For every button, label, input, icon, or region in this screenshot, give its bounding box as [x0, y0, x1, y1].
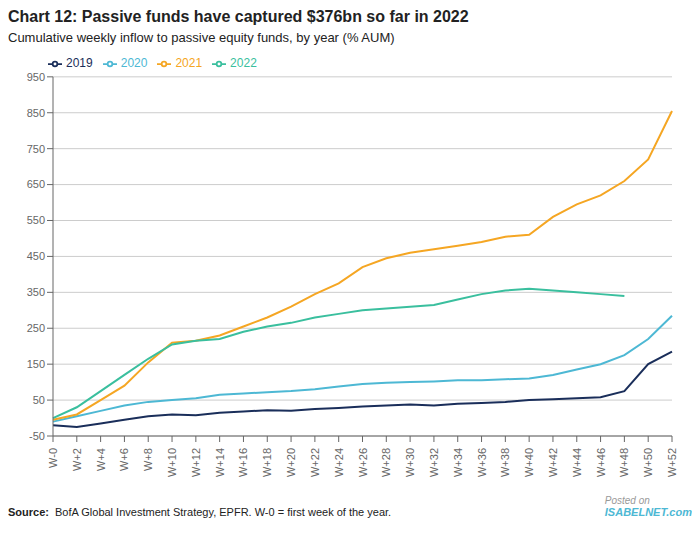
- svg-text:250: 250: [27, 322, 45, 334]
- svg-text:W+14: W+14: [214, 448, 226, 477]
- svg-text:W+42: W+42: [547, 448, 559, 477]
- svg-text:W+44: W+44: [571, 448, 583, 477]
- svg-text:W+38: W+38: [499, 448, 511, 477]
- svg-text:W+24: W+24: [333, 448, 345, 477]
- html-text:BofA Global Investment Strateg: BofA Global Investment Strategy, EPFR. W…: [55, 506, 392, 518]
- svg-text:W+30: W+30: [404, 448, 416, 477]
- svg-text:850: 850: [27, 107, 45, 119]
- svg-text:W+48: W+48: [618, 448, 630, 477]
- svg-text:W+50: W+50: [642, 448, 654, 477]
- html-text:Cumulative weekly inflow to pa: Cumulative weekly inflow to passive equi…: [8, 30, 395, 45]
- svg-text:W+34: W+34: [452, 448, 464, 477]
- html-text:Posted on: Posted on: [604, 495, 650, 506]
- svg-text:W+8: W+8: [142, 448, 154, 471]
- svg-text:W+22: W+22: [309, 448, 321, 477]
- svg-text:W+52: W+52: [666, 448, 678, 477]
- svg-text:950: 950: [27, 71, 45, 83]
- html-text:2021: 2021: [175, 56, 203, 70]
- svg-text:W-0: W-0: [47, 448, 59, 468]
- svg-text:750: 750: [27, 143, 45, 155]
- svg-text:W+32: W+32: [428, 448, 440, 477]
- svg-text:W+36: W+36: [476, 448, 488, 477]
- svg-text:350: 350: [27, 286, 45, 298]
- svg-text:550: 550: [27, 214, 45, 226]
- svg-text:W+16: W+16: [237, 448, 249, 477]
- svg-text:W+6: W+6: [118, 448, 130, 471]
- svg-text:W+18: W+18: [261, 448, 273, 477]
- svg-text:-50: -50: [29, 430, 45, 442]
- svg-text:W+2: W+2: [71, 448, 83, 471]
- svg-text:W+46: W+46: [595, 448, 607, 477]
- svg-text:650: 650: [27, 178, 45, 190]
- html-text:Source:: Source:: [8, 506, 49, 518]
- svg-text:W+12: W+12: [190, 448, 202, 477]
- svg-text:W+26: W+26: [357, 448, 369, 477]
- svg-text:W+20: W+20: [285, 448, 297, 477]
- svg-text:150: 150: [27, 358, 45, 370]
- svg-text:W+28: W+28: [380, 448, 392, 477]
- svg-text:W+10: W+10: [166, 448, 178, 477]
- svg-text:W+40: W+40: [523, 448, 535, 477]
- html-text:Chart 12: Passive funds have c: Chart 12: Passive funds have captured $3…: [8, 8, 469, 25]
- html-text:ISABELNET.com: ISABELNET.com: [604, 506, 692, 518]
- svg-text:50: 50: [33, 394, 45, 406]
- svg-text:450: 450: [27, 250, 45, 262]
- html-text:2020: 2020: [120, 56, 148, 70]
- html-text:2022: 2022: [230, 56, 257, 70]
- svg-text:W+4: W+4: [95, 448, 107, 471]
- html-text:2019: 2019: [66, 56, 93, 70]
